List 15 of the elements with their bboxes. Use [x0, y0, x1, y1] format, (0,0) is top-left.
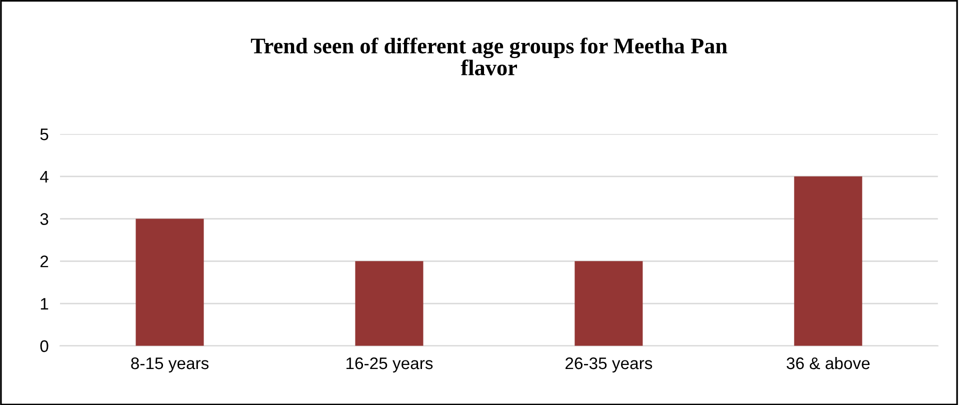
chart-title: Trend seen of different age groups for Meetha Pan flavor [250, 38, 728, 76]
x-tick-label: 16-25 years [346, 357, 433, 373]
x-tick-label: 8-15 years [131, 357, 209, 373]
y-tick-label: 1 [40, 298, 48, 310]
bar [574, 261, 643, 346]
x-tick-label: 26-35 years [566, 357, 652, 373]
x-tick-label: 36 & above [786, 356, 870, 370]
bar [794, 176, 862, 346]
y-tick-label: 5 [40, 128, 48, 140]
bar [136, 218, 204, 346]
y-tick-label: 4 [40, 170, 48, 182]
bar [355, 261, 424, 346]
y-tick-label: 2 [40, 256, 48, 268]
y-tick-label: 3 [40, 213, 48, 225]
y-tick-label: 0 [40, 340, 48, 352]
